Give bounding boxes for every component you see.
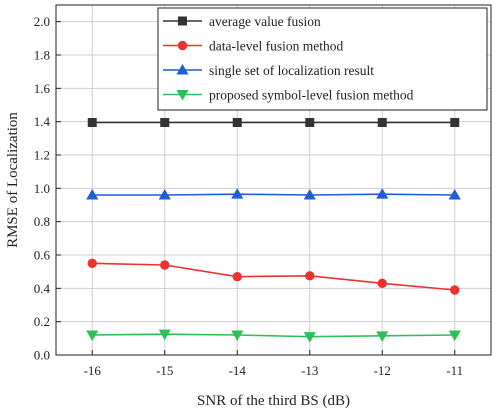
data-point xyxy=(231,188,244,199)
legend-label: proposed symbol-level fusion method xyxy=(209,88,414,103)
data-point xyxy=(86,189,99,200)
legend-marker xyxy=(178,16,187,26)
data-point xyxy=(305,118,315,127)
series-line xyxy=(92,193,455,196)
y-tick-label: 1.4 xyxy=(34,114,51,129)
y-tick-label: 1.8 xyxy=(34,48,50,63)
y-tick-label: 2.0 xyxy=(34,14,50,29)
legend-box xyxy=(157,7,488,111)
y-axis-ticks: 0.0 0.2 0.4 0.6 0.8 1.0 1.2 1.4 1.6 1.8 2.0 xyxy=(34,14,61,363)
y-tick-label: 1.0 xyxy=(34,181,50,196)
data-point xyxy=(231,330,244,341)
data-point xyxy=(450,285,460,295)
series-0 xyxy=(87,118,460,127)
y-tick-label: 0.0 xyxy=(34,348,50,363)
grid-lines xyxy=(56,5,491,356)
legend-marker xyxy=(176,64,189,75)
data-point xyxy=(305,271,315,281)
series-3 xyxy=(86,329,461,343)
data-point xyxy=(376,331,389,342)
data-point xyxy=(377,118,387,127)
x-tick-label: -13 xyxy=(301,363,318,378)
x-tick-label: -14 xyxy=(229,363,247,378)
data-point xyxy=(160,118,170,127)
series-1 xyxy=(87,258,460,295)
series-layer xyxy=(86,118,461,343)
data-point xyxy=(87,118,97,127)
plot-frame xyxy=(55,4,492,356)
legend-entry: data-level fusion method xyxy=(163,39,343,54)
data-point xyxy=(376,188,389,199)
y-tick-label: 0.8 xyxy=(34,214,50,229)
legend-entry: single set of localization result xyxy=(163,63,374,78)
x-tick-label: -11 xyxy=(446,363,463,378)
legend-marker xyxy=(177,40,188,51)
legend-label: single set of localization result xyxy=(209,63,374,78)
x-tick-label: -15 xyxy=(156,363,173,378)
y-tick-label: 0.2 xyxy=(34,314,50,329)
data-point xyxy=(160,260,170,270)
y-tick-label: 1.2 xyxy=(34,148,50,163)
data-point xyxy=(448,330,461,341)
x-tick-label: -16 xyxy=(84,363,102,378)
data-point xyxy=(158,329,171,341)
series-line xyxy=(92,333,455,338)
data-point xyxy=(448,189,461,200)
legend: average value fusion data-level fusion me… xyxy=(157,7,488,111)
x-axis-ticks: -16 -15 -14 -13 -12 -11 xyxy=(84,350,463,378)
data-point xyxy=(86,330,99,341)
data-point xyxy=(232,271,242,282)
data-point xyxy=(87,258,97,269)
legend-label: average value fusion xyxy=(209,14,321,29)
legend-marker xyxy=(176,90,189,101)
series-line xyxy=(92,262,455,291)
y-axis-title: RMSE of Localization xyxy=(5,112,21,248)
data-point xyxy=(303,332,316,343)
y-tick-label: 0.4 xyxy=(34,281,51,296)
data-point xyxy=(303,189,316,200)
data-point xyxy=(377,278,387,289)
data-point xyxy=(450,118,460,127)
y-tick-label: 1.6 xyxy=(34,81,51,96)
x-axis-title: SNR of the third BS (dB) xyxy=(197,393,350,409)
legend-entry: proposed symbol-level fusion method xyxy=(163,88,414,103)
y-tick-label: 0.6 xyxy=(34,248,51,263)
series-2 xyxy=(86,188,461,200)
data-point xyxy=(232,118,242,127)
x-tick-label: -12 xyxy=(374,363,391,378)
legend-entry: average value fusion xyxy=(163,14,321,29)
data-point xyxy=(158,189,171,200)
legend-label: data-level fusion method xyxy=(209,39,343,54)
